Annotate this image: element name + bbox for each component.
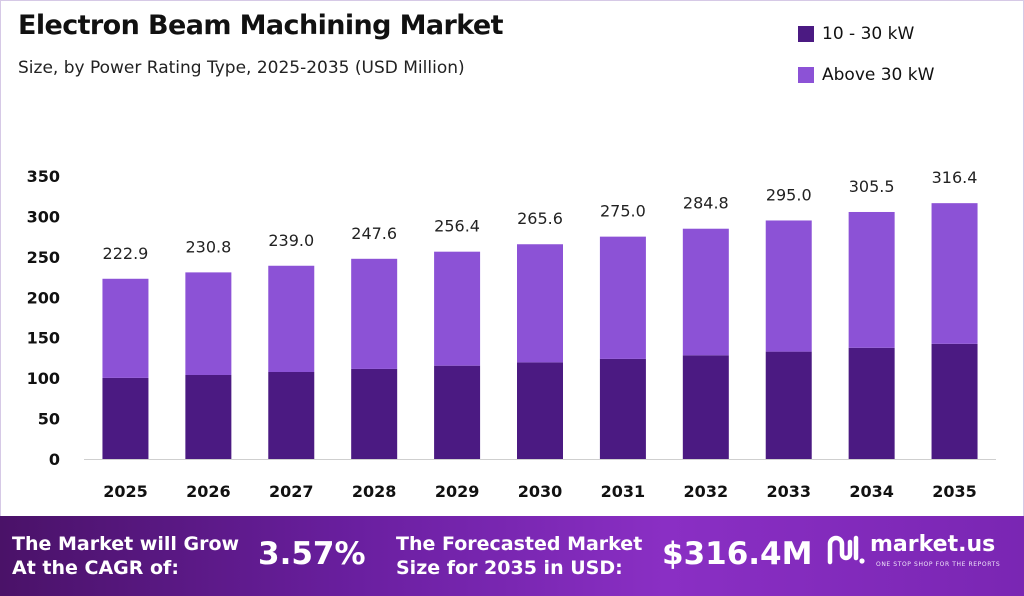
cagr-label-line2: At the CAGR of: xyxy=(12,557,179,579)
forecast-label-line2: Size for 2035 in USD: xyxy=(396,557,623,579)
x-tick-label-2031: 2031 xyxy=(601,482,646,501)
bar-10-30kw-2030 xyxy=(517,362,563,459)
bar-above-30kw-2026 xyxy=(185,272,232,375)
bar-above-30kw-2027 xyxy=(268,265,315,372)
bar-10-30kw-2025 xyxy=(102,377,149,459)
y-tick-label-100: 100 xyxy=(27,369,60,388)
x-tick-label-2032: 2032 xyxy=(684,482,729,501)
bar-10-30kw-2031 xyxy=(599,358,646,459)
cagr-label-line1: The Market will Grow xyxy=(12,533,240,555)
logo-tagline: ONE STOP SHOP FOR THE REPORTS xyxy=(876,561,1001,568)
forecast-value: $316.4M xyxy=(662,536,813,572)
bar-above-30kw-2025 xyxy=(102,278,149,378)
summary-banner: The Market will Grow At the CAGR of: 3.5… xyxy=(0,516,1024,596)
logo-name: market.us xyxy=(870,532,996,557)
cagr-label: The Market will Grow At the CAGR of: xyxy=(12,532,239,580)
bar-10-30kw-2033 xyxy=(765,351,812,459)
forecast-label: The Forecasted Market Size for 2035 in U… xyxy=(396,532,642,580)
y-tick-label-50: 50 xyxy=(38,410,60,429)
bar-above-30kw-2029 xyxy=(434,251,481,366)
x-tick-label-2027: 2027 xyxy=(269,482,314,501)
y-tick-label-250: 250 xyxy=(27,248,60,267)
total-label-2026: 230.8 xyxy=(185,237,231,256)
total-label-2027: 239.0 xyxy=(268,231,314,250)
bar-above-30kw-2032 xyxy=(682,228,729,356)
bar-above-30kw-2033 xyxy=(765,220,812,352)
bar-10-30kw-2032 xyxy=(682,355,729,459)
total-label-2028: 247.6 xyxy=(351,224,397,243)
cagr-value: 3.57% xyxy=(258,536,366,572)
y-tick-label-0: 0 xyxy=(49,450,60,469)
legend-label-10-30kw: 10 - 30 kW xyxy=(822,24,915,44)
x-tick-label-2028: 2028 xyxy=(352,482,397,501)
total-label-2025: 222.9 xyxy=(103,244,149,263)
x-tick-label-2030: 2030 xyxy=(518,482,563,501)
chart-subtitle: Size, by Power Rating Type, 2025-2035 (U… xyxy=(18,58,465,78)
y-tick-label-300: 300 xyxy=(27,207,60,226)
total-label-2031: 275.0 xyxy=(600,202,646,221)
total-label-2029: 256.4 xyxy=(434,217,480,236)
market-us-logo-icon xyxy=(827,535,865,565)
bar-above-30kw-2030 xyxy=(517,244,563,363)
bar-chart: 0 50 100 150 200 250 300 350 222.9 2025 230.8 2026 2… xyxy=(27,167,996,501)
bar-10-30kw-2035 xyxy=(931,343,978,459)
legend-swatch-above-30kw xyxy=(798,67,814,83)
chart-title: Electron Beam Machining Market xyxy=(18,10,504,41)
x-tick-label-2033: 2033 xyxy=(766,482,811,501)
y-tick-label-350: 350 xyxy=(27,167,60,186)
bar-10-30kw-2034 xyxy=(848,347,895,459)
total-label-2032: 284.8 xyxy=(683,194,729,213)
x-tick-label-2025: 2025 xyxy=(103,482,148,501)
bar-above-30kw-2028 xyxy=(351,258,398,369)
x-tick-label-2034: 2034 xyxy=(849,482,894,501)
y-tick-label-200: 200 xyxy=(27,288,60,307)
bar-10-30kw-2026 xyxy=(185,374,232,459)
x-tick-label-2035: 2035 xyxy=(932,482,977,501)
legend-item-above-30kw: Above 30 kW xyxy=(798,61,934,89)
total-label-2035: 316.4 xyxy=(932,168,978,187)
total-label-2030: 265.6 xyxy=(517,209,563,228)
forecast-label-line1: The Forecasted Market xyxy=(396,533,643,555)
total-label-2034: 305.5 xyxy=(849,177,895,196)
y-tick-label-150: 150 xyxy=(27,329,60,348)
bar-above-30kw-2035 xyxy=(931,203,978,344)
legend: 10 - 30 kW Above 30 kW xyxy=(798,20,934,102)
bar-10-30kw-2027 xyxy=(268,371,315,459)
legend-swatch-10-30kw xyxy=(798,26,814,42)
legend-item-10-30kw: 10 - 30 kW xyxy=(798,20,934,48)
legend-label-above-30kw: Above 30 kW xyxy=(822,65,935,85)
bar-10-30kw-2028 xyxy=(351,368,398,459)
bar-above-30kw-2034 xyxy=(848,211,895,348)
bar-10-30kw-2029 xyxy=(434,365,481,459)
total-label-2033: 295.0 xyxy=(766,185,812,204)
x-tick-label-2029: 2029 xyxy=(435,482,480,501)
bar-above-30kw-2031 xyxy=(599,236,646,359)
x-tick-label-2026: 2026 xyxy=(186,482,231,501)
